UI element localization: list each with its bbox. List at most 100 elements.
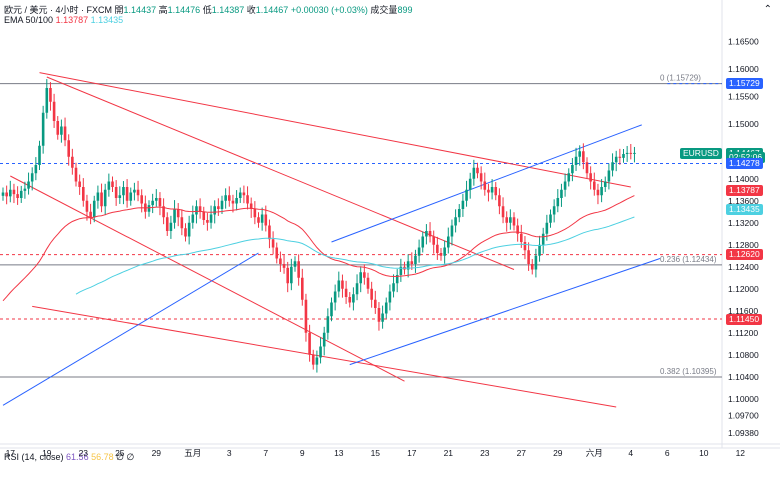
trend-line[interactable]	[10, 175, 405, 382]
candle-body	[520, 233, 523, 242]
price-tag: 1.15729	[726, 78, 763, 90]
candle-body	[282, 264, 286, 268]
candle-body	[381, 313, 384, 322]
y-tick-label: 1.09700	[728, 410, 759, 420]
candle-body	[191, 214, 195, 223]
trend-line[interactable]	[39, 72, 631, 188]
candle-body	[465, 189, 468, 201]
y-tick-label: 1.09380	[728, 428, 759, 438]
candle-body	[122, 187, 125, 196]
candle-body	[494, 187, 498, 196]
y-tick-label: 1.15500	[728, 91, 759, 101]
candle-body	[436, 244, 439, 253]
candle-body	[512, 217, 516, 226]
trend-line[interactable]	[349, 258, 661, 366]
candle-body	[176, 209, 180, 218]
x-tick-label: 21	[444, 448, 454, 458]
low-value: 1.14387	[211, 5, 245, 15]
candle-body	[326, 316, 330, 333]
candle-body	[417, 247, 421, 256]
candle-body	[67, 140, 70, 157]
candle-body	[352, 294, 355, 303]
candle-body	[246, 195, 249, 204]
candle-body	[571, 165, 574, 174]
candle-body	[16, 194, 19, 198]
x-tick-label: 五月	[184, 448, 201, 458]
fib-level-label: 0.236 (1.12434)	[660, 255, 717, 264]
trend-line[interactable]	[2, 252, 259, 406]
candle-body	[454, 217, 457, 226]
candle-body	[253, 209, 257, 218]
candle-body	[271, 239, 275, 248]
candle-body	[213, 206, 216, 215]
candle-body	[633, 152, 636, 154]
candle-body	[330, 302, 333, 317]
candle-body	[461, 200, 465, 209]
trend-line[interactable]	[32, 305, 617, 408]
trend-line[interactable]	[331, 124, 642, 243]
rsi-extra2: ∅	[126, 452, 135, 462]
candle-body	[184, 228, 187, 237]
candle-body	[625, 152, 629, 154]
rsi-legend[interactable]: RSI (14, close) 61.56 56.78 ∅ ∅	[4, 452, 134, 463]
candle-body	[414, 255, 417, 264]
candle-body	[220, 200, 224, 209]
candle-body	[541, 233, 545, 245]
candle-body	[129, 192, 133, 201]
candle-body	[355, 283, 359, 295]
candle-body	[82, 187, 85, 201]
y-tick-label: 1.13600	[728, 196, 759, 206]
candle-body	[304, 299, 308, 333]
candle-body	[516, 225, 519, 234]
candle-body	[45, 88, 49, 113]
candle-body	[165, 217, 169, 231]
y-tick-label: 1.11200	[728, 328, 758, 338]
candle-body	[290, 266, 293, 284]
candle-body	[552, 206, 556, 215]
candle-body	[363, 272, 366, 278]
ema-label: EMA 50/100	[4, 15, 54, 25]
y-tick-label: 1.12000	[728, 284, 759, 294]
candle-body	[74, 167, 78, 182]
candle-body	[158, 198, 162, 207]
candle-body	[224, 195, 227, 201]
high-label: 高	[158, 5, 168, 15]
price-tag: EURUSD	[680, 147, 722, 159]
candle-body	[370, 288, 373, 300]
collapse-icon[interactable]: ⌃	[763, 4, 772, 15]
candle-body	[574, 156, 578, 165]
candle-body	[231, 200, 235, 204]
candle-body	[603, 181, 607, 187]
candle-body	[257, 217, 260, 223]
candle-body	[136, 189, 140, 196]
candle-body	[545, 222, 549, 234]
candle-body	[366, 277, 370, 289]
candle-body	[260, 214, 264, 223]
x-tick-label: 六月	[586, 448, 603, 458]
candle-body	[242, 192, 246, 196]
candle-body	[527, 250, 530, 264]
candle-body	[151, 200, 154, 206]
candle-body	[249, 203, 253, 209]
candle-body	[169, 222, 173, 231]
y-tick-label: 1.10800	[728, 350, 759, 360]
ema50-value: 1.13787	[55, 15, 89, 25]
candle-body	[155, 198, 158, 201]
y-tick-label: 1.16000	[728, 64, 759, 74]
candle-body	[279, 258, 282, 264]
candle-body	[301, 277, 304, 300]
x-tick-label: 29	[553, 448, 563, 458]
candle-body	[432, 236, 435, 245]
candle-body	[19, 190, 23, 198]
candle-body	[133, 189, 136, 193]
x-tick-label: 7	[263, 448, 268, 458]
y-tick-label: 1.12400	[728, 262, 759, 272]
candle-body	[388, 291, 392, 303]
trend-line[interactable]	[46, 76, 515, 270]
candle-body	[611, 162, 614, 171]
x-tick-label: 29	[152, 448, 162, 458]
candle-body	[297, 261, 300, 278]
ema-legend[interactable]: EMA 50/100 1.13787 1.13435	[4, 15, 123, 25]
candle-body	[384, 302, 388, 314]
